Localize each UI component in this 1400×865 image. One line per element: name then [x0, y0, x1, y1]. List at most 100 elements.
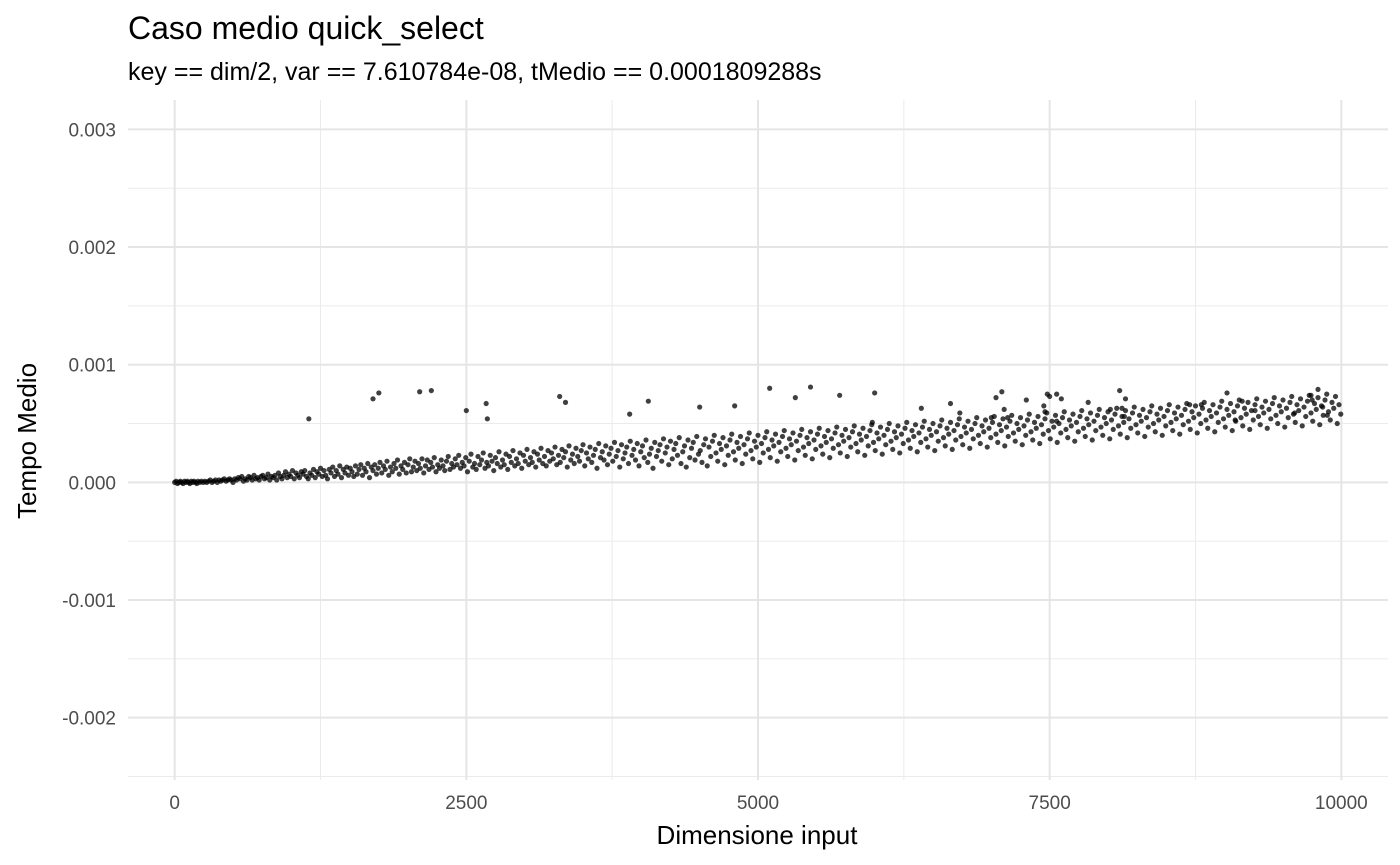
data-point — [660, 436, 667, 442]
data-point — [491, 467, 497, 474]
data-point — [463, 455, 469, 461]
data-point — [1234, 403, 1241, 409]
data-point — [1000, 416, 1006, 422]
data-point — [499, 457, 506, 463]
data-point — [998, 427, 1004, 434]
data-point — [1191, 415, 1197, 421]
data-point — [720, 435, 726, 441]
data-point — [1159, 432, 1165, 438]
data-point — [655, 447, 661, 454]
data-point — [690, 439, 696, 445]
data-point — [1255, 413, 1262, 420]
data-point — [1010, 430, 1017, 436]
data-point — [466, 458, 472, 464]
data-point — [569, 451, 576, 457]
data-point — [939, 417, 945, 423]
data-point — [534, 451, 541, 457]
y-tick-label: -0.002 — [62, 709, 116, 730]
data-point — [755, 432, 761, 438]
data-point — [848, 444, 854, 450]
data-point — [515, 460, 521, 467]
data-point — [578, 447, 584, 454]
data-point — [911, 433, 917, 440]
data-point — [375, 465, 381, 471]
data-point — [1110, 426, 1116, 433]
data-point — [1072, 438, 1078, 444]
data-point — [999, 389, 1005, 395]
data-point — [776, 439, 782, 445]
data-point — [1224, 406, 1230, 413]
data-point — [487, 452, 493, 458]
data-point — [639, 443, 646, 449]
data-point — [1198, 402, 1204, 408]
data-point — [972, 420, 978, 427]
data-point — [1170, 427, 1176, 434]
data-point — [1070, 411, 1076, 417]
data-point — [944, 425, 950, 431]
data-point — [1096, 406, 1102, 413]
data-point — [1068, 423, 1074, 429]
data-point — [643, 437, 649, 443]
data-point — [1161, 413, 1167, 420]
data-point — [594, 465, 600, 471]
data-point — [636, 463, 642, 469]
data-point — [330, 464, 336, 470]
data-point — [634, 440, 640, 447]
data-point — [1196, 411, 1202, 417]
data-point — [429, 464, 436, 470]
data-point — [1089, 437, 1095, 443]
data-point — [741, 442, 747, 448]
data-point — [996, 422, 1003, 428]
data-point — [970, 436, 976, 442]
data-point — [1210, 402, 1216, 408]
data-point — [1164, 407, 1171, 414]
chart-title: Caso medio quick_select — [128, 10, 484, 46]
data-point — [384, 458, 390, 464]
data-point — [918, 439, 924, 445]
y-tick-label: 0.003 — [68, 120, 116, 141]
data-point — [613, 453, 619, 460]
data-point — [872, 447, 878, 454]
data-point — [337, 463, 343, 469]
data-point — [627, 438, 633, 444]
data-point — [1147, 409, 1153, 415]
data-point — [650, 465, 656, 471]
data-point — [456, 452, 462, 458]
data-point — [723, 443, 730, 449]
data-point — [645, 459, 651, 465]
data-point — [827, 455, 833, 461]
data-point — [580, 442, 586, 448]
data-point — [312, 475, 318, 481]
data-point — [562, 399, 569, 405]
data-point — [321, 467, 327, 474]
data-point — [1180, 422, 1186, 428]
data-point — [1301, 404, 1307, 410]
data-point — [951, 427, 957, 434]
data-point — [790, 430, 796, 436]
data-point — [687, 455, 693, 461]
data-point — [354, 471, 360, 477]
data-point — [431, 455, 437, 461]
data-point — [484, 416, 490, 422]
data-point — [1268, 416, 1274, 422]
data-point — [606, 451, 612, 457]
data-point — [1058, 396, 1064, 402]
data-point — [711, 432, 717, 438]
data-point — [1117, 431, 1123, 437]
data-point — [862, 452, 868, 458]
data-point — [884, 426, 891, 433]
data-point — [376, 390, 382, 396]
data-point — [1229, 427, 1235, 434]
data-point — [1168, 419, 1174, 425]
data-point — [657, 442, 663, 448]
data-point — [753, 444, 759, 450]
data-point — [527, 455, 534, 461]
data-point — [1271, 395, 1277, 401]
data-point — [641, 455, 647, 461]
data-point — [909, 427, 915, 434]
data-point — [673, 440, 679, 447]
data-point — [893, 435, 899, 441]
data-point — [610, 458, 616, 464]
data-point — [879, 451, 885, 457]
data-point — [842, 426, 849, 433]
